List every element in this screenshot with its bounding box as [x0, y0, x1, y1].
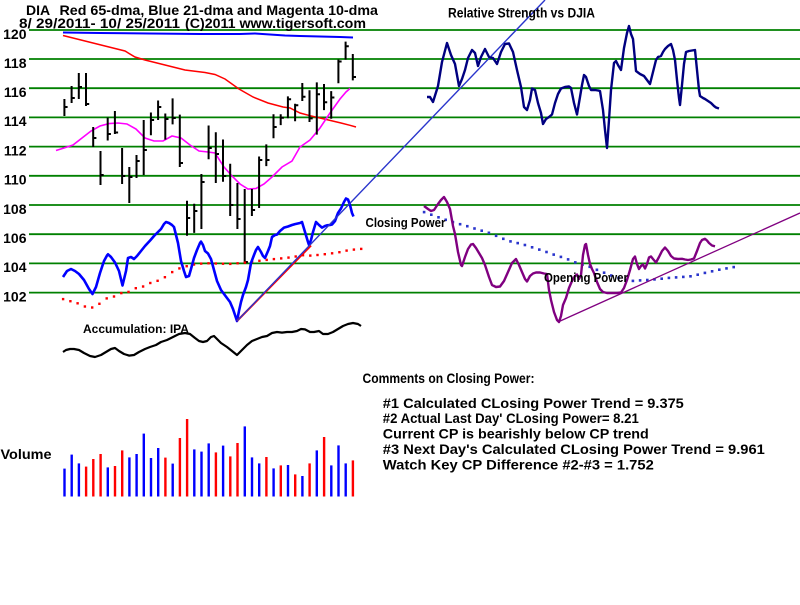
- svg-text:Opening Power: Opening Power: [544, 270, 628, 285]
- svg-text:114: 114: [4, 113, 27, 129]
- svg-text:DIA: DIA: [26, 2, 50, 18]
- svg-text:#3 Next Day's Calculated CLosi: #3 Next Day's Calculated CLosing Power T…: [383, 442, 766, 457]
- svg-text:(C)2011 www.tigersoft.com: (C)2011 www.tigersoft.com: [185, 15, 366, 31]
- svg-text:8/ 29/2011- 10/ 25/2011: 8/ 29/2011- 10/ 25/2011: [19, 15, 180, 31]
- svg-text:112: 112: [4, 142, 27, 158]
- svg-text:Relative Strength vs DJIA: Relative Strength vs DJIA: [448, 5, 595, 20]
- svg-text:Comments on Closing Power:: Comments on Closing Power:: [363, 371, 535, 386]
- svg-text:118: 118: [4, 55, 27, 71]
- svg-text:104: 104: [3, 259, 27, 275]
- svg-text:Current CP is bearishly below: Current CP is bearishly below CP trend: [383, 427, 649, 442]
- svg-text:Red 65-dma, Blue 21-dma and Ma: Red 65-dma, Blue 21-dma and Magenta 10-d…: [60, 2, 379, 18]
- svg-text:102: 102: [3, 288, 27, 304]
- svg-text:Volume: Volume: [1, 446, 52, 462]
- svg-text:Accumulation: IPA: Accumulation: IPA: [83, 322, 189, 336]
- svg-text:110: 110: [4, 172, 27, 188]
- svg-text:#1 Calculated CLosing Power Tr: #1 Calculated CLosing Power Trend = 9.37…: [383, 396, 685, 411]
- svg-text:Watch Key CP Difference #2-#3: Watch Key CP Difference #2-#3 = 1.752: [383, 457, 654, 472]
- svg-text:106: 106: [3, 230, 27, 246]
- svg-text:#2 Actual Last Day' CLosing Po: #2 Actual Last Day' CLosing Power= 8.21: [383, 411, 639, 426]
- svg-text:108: 108: [3, 201, 27, 217]
- svg-text:116: 116: [4, 84, 27, 100]
- svg-text:120: 120: [3, 26, 27, 42]
- svg-text:Closing Power: Closing Power: [366, 215, 446, 230]
